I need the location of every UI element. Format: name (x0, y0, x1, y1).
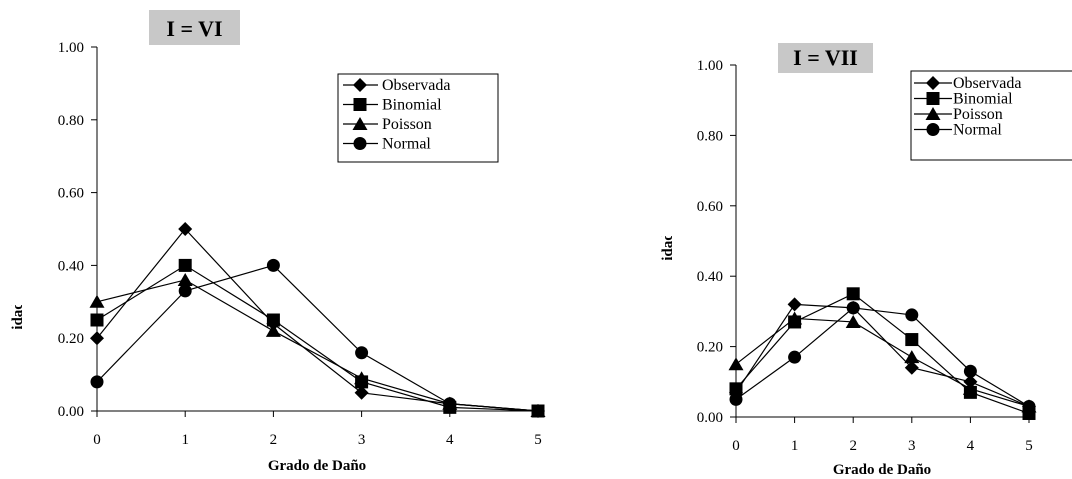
x-tick-label: 4 (967, 438, 975, 454)
chart-title-box (149, 10, 240, 45)
chart-panel-1: 0.00 0.20 0.40 0.60 0.80 1.00 0 1 2 3 4 5 Grado de D… (10, 10, 546, 474)
y-tick-label: 0.20 (58, 331, 84, 347)
x-axis-label: Grado de Daño (833, 462, 931, 478)
data-point-observada (178, 222, 193, 236)
legend-marker-observada (353, 78, 367, 92)
legend-label: Normal (382, 136, 431, 153)
x-tick-label: 1 (791, 438, 799, 454)
legend-marker-poisson (352, 117, 368, 130)
x-tick-label: 0 (732, 438, 740, 454)
legend-marker-normal (353, 137, 367, 150)
chart-title: I = VII (793, 45, 858, 70)
data-point-observada (354, 385, 369, 400)
data-point-poisson (845, 314, 861, 328)
data-point-normal (1022, 399, 1036, 413)
series-line-normal (96, 264, 539, 412)
data-point-poisson (265, 323, 281, 337)
chart-panel-2: 0.00 0.20 0.40 0.60 0.80 1.00 0 1 2 3 4 5 Grado de D… (660, 43, 1072, 478)
chart-title: I = VI (166, 16, 222, 41)
y-tick-label: 0.00 (697, 410, 723, 426)
data-point-poisson (904, 350, 920, 364)
x-tick-label: 2 (270, 432, 278, 448)
legend-marker-observada (926, 76, 940, 90)
data-point-normal (355, 346, 369, 360)
data-point-normal (266, 258, 280, 272)
series-line-observada (96, 228, 539, 412)
legend-label: Poisson (382, 116, 432, 133)
data-point-normal (178, 284, 192, 298)
series-line-binomial (735, 293, 1030, 415)
y-tick-label: 1.00 (58, 40, 84, 56)
data-point-binomial (266, 313, 280, 327)
series-line-poisson (735, 317, 1030, 408)
series-line-binomial (96, 264, 539, 412)
x-tick-label: 2 (849, 438, 857, 454)
x-tick-label: 1 (181, 432, 189, 448)
y-tick-label: 0.00 (58, 404, 84, 420)
data-point-normal (443, 397, 457, 411)
data-point-normal (90, 375, 104, 389)
y-tick-label: 0.60 (58, 186, 84, 202)
data-point-poisson (354, 371, 370, 385)
data-point-binomial (846, 287, 860, 301)
y-tick-label: 0.80 (58, 113, 84, 129)
y-tick-label: 0.80 (697, 128, 723, 144)
data-point-normal (846, 301, 860, 315)
y-axis-label: Probabilidad de Daño (10, 245, 26, 386)
legend-label: Normal (953, 122, 1002, 139)
x-tick-label: 4 (446, 432, 454, 448)
data-point-binomial (90, 313, 104, 327)
y-tick-label: 0.40 (697, 269, 723, 285)
data-point-normal (905, 308, 919, 322)
legend-label: Observada (953, 75, 1021, 92)
y-axis-label: Probabilidad de Daño (660, 176, 676, 317)
data-point-normal (531, 404, 545, 418)
x-tick-label: 3 (358, 432, 366, 448)
data-point-observada (963, 374, 978, 389)
series-line-observada (735, 303, 1030, 407)
x-axis-label: Grado de Daño (268, 458, 366, 474)
series-line-poisson (96, 279, 539, 412)
legend-label: Binomial (382, 97, 442, 114)
x-tick-label: 5 (534, 432, 542, 448)
data-point-poisson (787, 311, 803, 325)
data-point-normal (963, 364, 977, 378)
series-line-normal (735, 307, 1030, 407)
x-tick-label: 3 (908, 438, 916, 454)
y-tick-label: 1.00 (697, 58, 723, 74)
data-point-poisson (962, 381, 978, 395)
data-point-observada (90, 331, 104, 346)
legend-label: Binomial (953, 91, 1013, 108)
legend-marker-binomial (353, 98, 367, 111)
data-point-binomial (729, 382, 743, 396)
data-point-poisson (89, 294, 105, 308)
data-point-poisson (728, 357, 744, 371)
data-point-observada (787, 297, 802, 312)
y-tick-label: 0.60 (697, 199, 723, 215)
data-point-observada (904, 360, 919, 375)
legend-label: Observada (382, 77, 450, 94)
x-tick-label: 5 (1025, 438, 1033, 454)
data-point-binomial (178, 258, 192, 272)
data-point-poisson (177, 272, 193, 286)
data-point-binomial (905, 333, 919, 347)
legend-marker-normal (926, 123, 940, 136)
legend-marker-poisson (925, 107, 941, 120)
chart-title-box (778, 43, 873, 73)
legend-label: Poisson (953, 106, 1003, 123)
data-point-normal (729, 392, 743, 406)
y-tick-label: 0.20 (697, 340, 723, 356)
x-tick-label: 0 (93, 432, 101, 448)
y-tick-label: 0.40 (58, 258, 84, 274)
data-point-normal (788, 350, 802, 364)
legend-marker-binomial (926, 92, 940, 105)
